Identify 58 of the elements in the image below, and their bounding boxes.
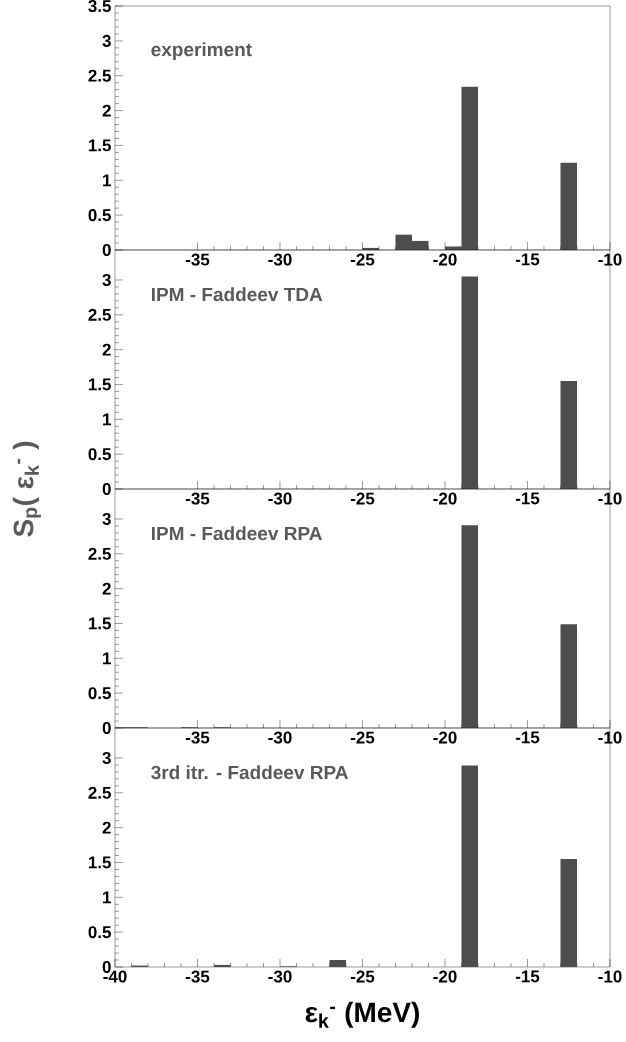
x-tick-label: -20: [433, 492, 457, 505]
x-tick-label: -15: [515, 253, 540, 266]
y-tick-label: 1.5: [88, 856, 111, 869]
y-tick-label: 3: [102, 751, 111, 764]
x-tick-label: -10: [598, 492, 622, 505]
y-tick-label: 2.5: [88, 69, 111, 82]
x-tick-label: -15: [515, 492, 540, 505]
y-tick-label: 2: [102, 582, 111, 595]
y-tick-label: 0: [102, 721, 111, 735]
y-tick-label: 3: [102, 273, 111, 286]
x-tick-label: -10: [598, 970, 622, 983]
x-tick-label: -25: [350, 253, 375, 266]
y-tick-label: 2: [102, 821, 111, 834]
y-tick-label: 0: [102, 243, 111, 257]
y-tick-label: 3.5: [88, 0, 111, 13]
y-tick-label: 3: [102, 34, 111, 47]
x-tick-label: -30: [268, 970, 292, 983]
x-tick-label: -25: [350, 970, 375, 983]
text: IPM - Faddeev TDA: [151, 287, 323, 302]
y-tick-label: 0.5: [88, 209, 111, 222]
x-tick-label: -25: [350, 731, 375, 744]
x-tick-label: -35: [185, 492, 210, 505]
y-axis-title: S$_{p}$( ε$_{k}$$^{-}$ ): [12, 441, 41, 537]
x-tick-label: -20: [433, 253, 457, 266]
x-tick-label: -35: [185, 970, 210, 983]
x-tick-label: -15: [515, 731, 540, 744]
x-tick-label: -20: [433, 970, 457, 983]
y-tick-label: 2: [102, 104, 111, 117]
y-tick-label: 2.5: [88, 308, 111, 321]
x-tick-label: -30: [268, 492, 292, 505]
y-tick-label: 0.5: [88, 448, 111, 461]
y-tick-label: 1: [103, 652, 111, 665]
y-tick-label: 0.5: [88, 926, 111, 939]
x-tick-label: -30: [268, 253, 292, 266]
y-tick-label: 3: [102, 512, 111, 525]
x-tick-label: -20: [433, 731, 457, 744]
x-tick-label: -35: [185, 253, 210, 266]
y-tick-label: 2.5: [88, 786, 111, 799]
y-tick-label: 1.5: [88, 617, 111, 630]
y-tick-label: 2: [102, 343, 111, 356]
x-tick-label: -35: [185, 731, 210, 744]
text: IPM - Faddeev RPA: [151, 526, 322, 541]
x-tick-label: -25: [350, 492, 375, 505]
x-tick-label: -10: [598, 731, 622, 744]
y-tick-label: 1.5: [88, 378, 111, 391]
x-axis-title: ε$_{k}$$^{-}$ (MeV): [305, 1001, 419, 1028]
text: experiment: [151, 42, 252, 60]
x-tick-label: -15: [515, 970, 540, 983]
y-tick-label: 1: [103, 174, 111, 187]
y-tick-label: 1: [103, 891, 111, 904]
y-tick-label: 0.5: [88, 687, 111, 700]
x-tick-label: -30: [268, 731, 292, 744]
y-tick-label: 1: [103, 413, 111, 426]
text: 3rd itr. - Faddeev RPA: [151, 765, 348, 780]
x-tick-label: -10: [598, 253, 622, 266]
y-tick-label: 2.5: [88, 547, 111, 560]
y-tick-label: 1.5: [88, 139, 111, 152]
y-tick-label: 0: [102, 482, 111, 496]
